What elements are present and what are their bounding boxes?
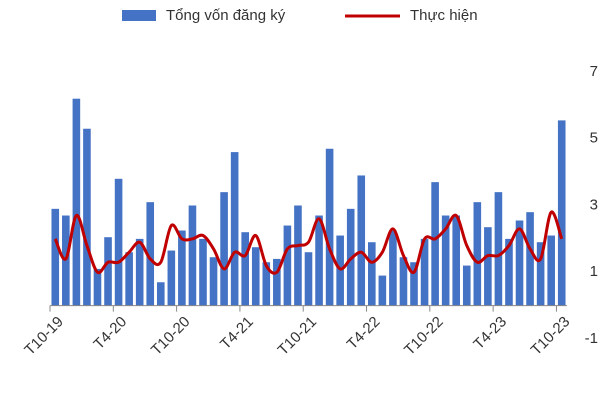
bar [93,268,102,306]
bar [420,238,429,306]
y-tick-label: -1 [585,330,598,347]
bar [72,98,81,306]
bar [315,215,323,306]
bar [515,220,524,306]
bar [452,215,461,306]
bar [178,230,186,306]
bar [188,205,197,306]
x-tick-label: T4-22 [344,313,384,353]
bar [199,238,207,306]
bar [135,238,144,306]
bar [547,235,555,306]
bar [368,242,376,306]
bar [441,215,450,306]
x-tick-label: T10-19 [21,313,67,359]
bar [399,257,408,306]
bar [536,242,545,306]
bar [251,247,260,306]
bar [230,152,239,306]
bar [167,250,176,306]
bar [125,252,133,306]
y-tick-label: 3 [590,196,598,213]
x-tick-label: T10-22 [401,313,447,359]
bar [241,232,249,306]
bar [494,192,503,306]
bar [220,192,228,306]
bar [304,252,313,306]
bar [484,227,492,306]
x-tick-label: T10-23 [528,313,574,359]
x-tick-label: T10-20 [148,313,194,359]
y-tick-label: 1 [590,263,598,280]
bar [336,235,344,306]
y-tick-label: 7 [590,63,598,80]
bar [104,237,112,306]
x-tick-label: T4-23 [470,313,510,353]
bar [526,212,534,306]
y-tick-label: 5 [590,130,598,147]
bar [262,262,271,306]
bar [505,238,513,306]
bar [462,265,471,306]
bar [389,230,397,306]
line [53,210,564,275]
bar [283,225,292,306]
bar [378,275,387,306]
x-tick-label: T10-21 [275,313,321,359]
bar [83,128,91,306]
bar [146,202,155,306]
legend-swatch [122,10,156,21]
bar [294,205,302,306]
bar [557,120,566,306]
bar [431,182,439,306]
x-tick-label: T4-20 [90,313,130,353]
bar [51,208,60,306]
bar [325,148,334,306]
x-tick-label: T4-21 [217,313,257,353]
legend-label: Tổng vốn đăng ký [166,7,286,24]
bar [209,257,218,306]
bar [273,258,281,306]
bar [410,262,418,306]
bar [473,202,482,306]
legend-label: Thực hiện [410,7,478,24]
bar [114,178,123,306]
bar [156,282,165,306]
bar [357,175,366,306]
